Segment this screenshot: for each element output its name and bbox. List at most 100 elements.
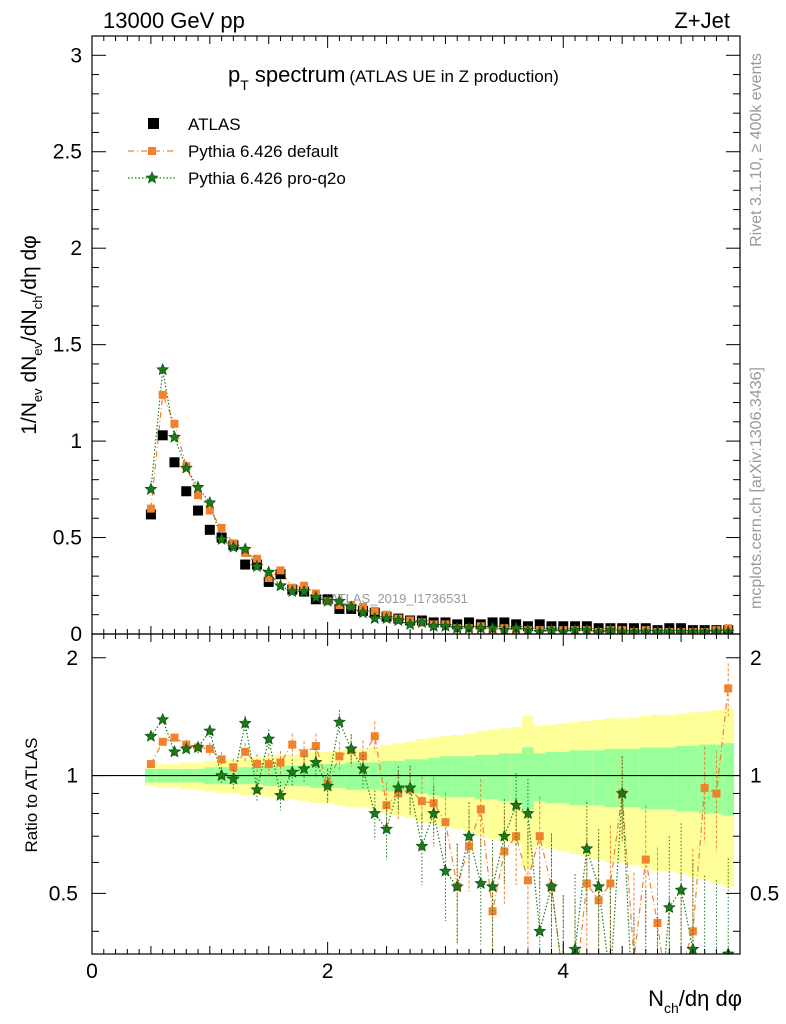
- default-ratio-point: [241, 747, 250, 756]
- default-point: [217, 523, 226, 532]
- proq2o-point: [156, 362, 170, 376]
- default-point: [335, 601, 344, 610]
- default-ratio-point: [677, 965, 685, 973]
- default-point: [370, 606, 379, 615]
- band-inner-bin: [474, 754, 487, 800]
- proq2o-ratio-point: [344, 742, 358, 755]
- band-inner-bin: [604, 748, 617, 808]
- atlas-data-point: [169, 457, 180, 468]
- band-inner-bin: [592, 750, 605, 806]
- proq2o-ratio-point: [156, 712, 170, 726]
- default-ratio-point: [264, 760, 273, 769]
- proq2o-ratio-point: [262, 732, 276, 745]
- proq2o-ratio-point: [580, 842, 594, 855]
- default-point: [241, 548, 250, 557]
- proq2o-ratio-point: [474, 876, 488, 889]
- proq2o-point: [226, 540, 240, 553]
- default-ratio-point: [276, 758, 285, 767]
- default-ratio-point: [523, 876, 532, 885]
- proq2o-point: [238, 542, 252, 555]
- default-point: [158, 390, 167, 399]
- proq2o-point: [250, 559, 264, 572]
- band-inner-bin: [580, 750, 593, 806]
- top-y-tick-label: 1: [70, 430, 82, 453]
- band-inner-bin: [628, 748, 640, 808]
- default-ratio-point: [146, 760, 155, 769]
- top-y-tick-label: 1.5: [53, 334, 82, 357]
- default-ratio-point: [394, 789, 403, 798]
- proq2o-point: [321, 594, 335, 607]
- proq2o-ratio-point: [403, 781, 417, 794]
- proq2o-ratio-point: [380, 822, 394, 835]
- default-ratio-point: [653, 919, 662, 928]
- ratio-plot-frame: [91, 633, 741, 955]
- proq2o-point: [215, 532, 229, 545]
- proq2o-ratio-point: [391, 781, 405, 794]
- x-tick-label: 0: [86, 960, 98, 983]
- band-inner-bin: [486, 754, 499, 800]
- proq2o-ratio-point: [238, 716, 252, 729]
- band-inner-bin: [451, 756, 464, 798]
- bottom-ylabel: Ratio to ATLAS: [22, 738, 41, 853]
- rivet-version-label: Rivet 3.1.10, ≥ 400k events: [748, 53, 765, 247]
- atlas-data-point: [193, 505, 204, 516]
- band-inner-bin: [686, 746, 699, 812]
- proq2o-ratio-point: [144, 729, 158, 742]
- top-title: pT spectrum (ATLAS UE in Z production): [228, 62, 559, 93]
- proq2o-point: [391, 613, 405, 627]
- default-ratio-point: [476, 805, 485, 814]
- proq2o-ratio-point: [662, 900, 676, 914]
- x-tick-label: 4: [557, 960, 569, 983]
- atlas-data-point: [499, 617, 510, 628]
- default-ratio-point: [217, 755, 226, 764]
- band-inner-bin: [522, 747, 534, 810]
- proq2o-point: [380, 611, 394, 625]
- header-energy-label: 13000 GeV pp: [103, 8, 245, 33]
- default-point: [276, 566, 285, 575]
- axes-layer: 0 2 400.511.522.530.5 0.51 12 2: [49, 35, 779, 983]
- proq2o-ratio-point: [674, 883, 688, 896]
- band-inner-bin: [710, 744, 723, 814]
- band-inner-bin: [427, 757, 440, 796]
- proq2o-ratio-point: [450, 879, 464, 893]
- x-tick-label: 2: [322, 960, 334, 983]
- proq2o-ratio-point: [285, 765, 299, 778]
- band-inner-bin: [533, 753, 546, 802]
- proq2o-ratio-point: [356, 762, 370, 775]
- default-point: [205, 506, 214, 515]
- proq2o-ratio-point: [297, 762, 311, 775]
- legend-label: ATLAS: [188, 115, 241, 134]
- band-inner-bin: [569, 750, 581, 806]
- default-ratio-point: [441, 818, 450, 827]
- ratio-y-tick-label-left: 0.5: [49, 882, 78, 905]
- band-inner-bin: [675, 746, 687, 812]
- legend-label: Pythia 6.426 default: [188, 142, 339, 161]
- default-ratio-point: [288, 740, 297, 749]
- default-ratio-point: [382, 801, 391, 810]
- default-ratio-point: [252, 760, 261, 769]
- ratio-y-tick-label-right: 2: [750, 647, 762, 670]
- proq2o-ratio-point: [486, 879, 500, 893]
- mcplots-label: mcplots.cern.ch [arXiv:1306.3436]: [748, 367, 765, 609]
- default-ratio-point: [641, 855, 650, 864]
- proq2o-point: [262, 565, 276, 578]
- proq2o-ratio-point: [179, 742, 193, 755]
- band-inner-bin: [651, 747, 664, 810]
- band-inner-bin: [498, 753, 511, 802]
- proq2o-ratio-point: [191, 740, 205, 753]
- proq2o-point: [368, 611, 382, 625]
- top-y-tick-label: 3: [70, 44, 82, 67]
- default-ratio-point: [688, 927, 697, 936]
- proq2o-point: [356, 606, 370, 619]
- proq2o-ratio-point: [321, 779, 335, 792]
- atlas-data-point: [240, 559, 251, 570]
- proq2o-point: [203, 496, 217, 509]
- proq2o-ratio-point: [533, 924, 547, 937]
- proq2o-ratio-point: [332, 715, 346, 728]
- default-ratio-point: [300, 749, 309, 758]
- default-ratio-point: [700, 783, 709, 792]
- band-inner-bin: [639, 747, 652, 810]
- proq2o-ratio-point: [309, 755, 323, 768]
- band-inner-bin: [545, 751, 558, 804]
- proq2o-ratio-point: [203, 724, 217, 737]
